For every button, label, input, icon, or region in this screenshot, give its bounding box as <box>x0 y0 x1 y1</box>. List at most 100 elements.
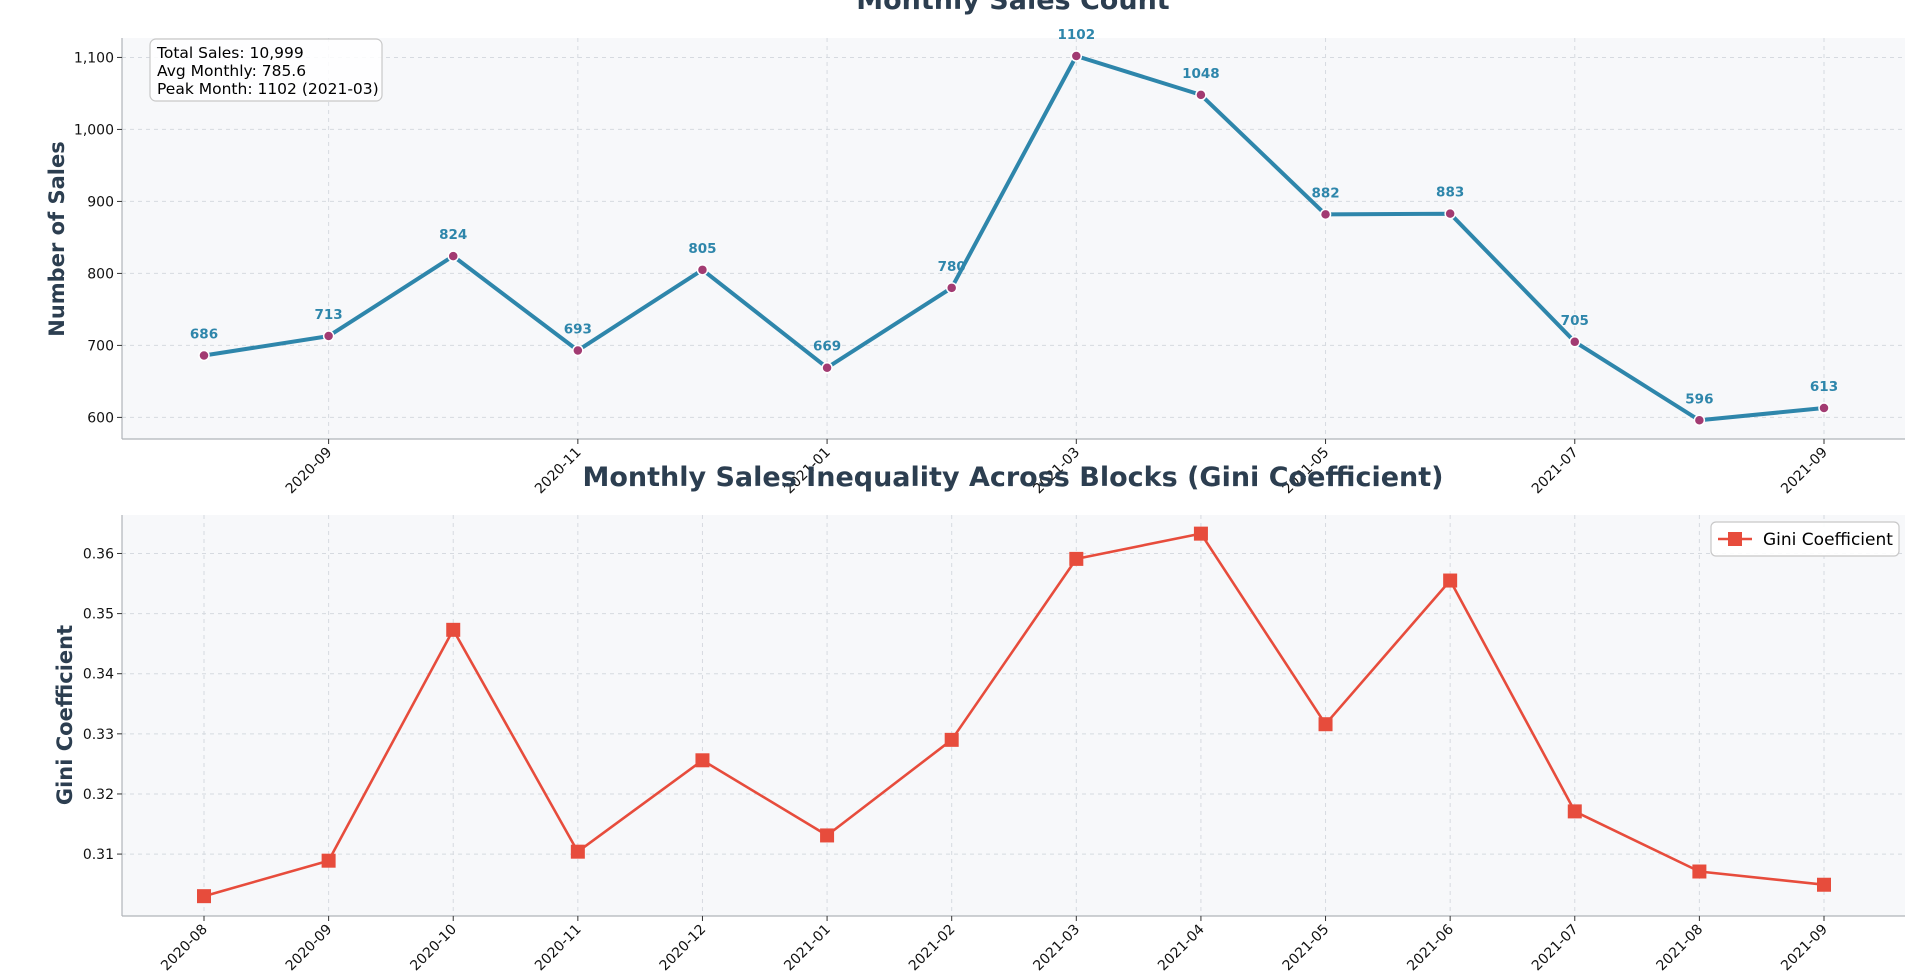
y-tick-label: 0.36 <box>83 546 114 562</box>
y-tick-label: 0.35 <box>83 607 114 623</box>
y-tick-label: 800 <box>87 266 114 282</box>
x-tick-label: 2020-09 <box>283 445 336 498</box>
sales-y-axis-title: Number of Sales <box>45 141 69 336</box>
gini-y-axis-title: Gini Coefficient <box>53 625 77 805</box>
sales-count-chart: 600 700 800 900 1,000 1,100 2020-09 2020-11 202… <box>45 0 1905 497</box>
y-tick-label: 700 <box>87 338 114 354</box>
data-point <box>1069 551 1084 566</box>
data-label: 686 <box>190 326 218 342</box>
data-point <box>1443 573 1458 588</box>
x-tick-label: 2021-09 <box>1778 445 1831 498</box>
sales-plot-area <box>122 38 1905 439</box>
data-point <box>198 349 210 362</box>
data-point <box>1444 207 1456 220</box>
data-label: 1048 <box>1182 66 1220 82</box>
gini-chart: 0.310.320.330.340.350.36 2020-08 2020-09 2… <box>53 462 1905 974</box>
data-label: 805 <box>688 241 716 257</box>
stats-peak-month: Peak Month: 1102 (2021-03) <box>157 80 379 98</box>
x-tick-label: 2021-07 <box>1529 445 1582 498</box>
x-tick-label: 2020-12 <box>657 922 710 975</box>
data-point <box>197 889 211 904</box>
sales-points <box>198 50 1830 427</box>
data-label: 713 <box>315 307 343 323</box>
sales-series-line <box>203 54 1825 423</box>
x-tick-label: 2021-03 <box>1030 922 1083 975</box>
y-tick-label: 1,000 <box>74 122 114 138</box>
gini-series-line <box>203 532 1825 898</box>
sales-chart-title: Monthly Sales Count <box>856 0 1170 16</box>
y-tick-label: 600 <box>87 410 114 426</box>
sales-y-ticks: 600 700 800 900 1,000 1,100 <box>74 50 122 426</box>
x-tick-label: 2021-01 <box>781 922 834 975</box>
data-point <box>321 853 336 868</box>
gini-legend: Gini Coefficient <box>1710 521 1900 557</box>
data-point <box>695 753 710 768</box>
stats-box: Total Sales: 10,999 Avg Monthly: 785.6 P… <box>149 38 383 102</box>
data-point <box>696 264 709 276</box>
y-tick-label: 0.34 <box>83 667 114 683</box>
data-point <box>1569 336 1581 348</box>
data-label: 613 <box>1810 379 1838 395</box>
stats-box-frame <box>149 38 383 102</box>
gini-points <box>197 526 1831 904</box>
data-point <box>1193 526 1208 541</box>
data-label: 883 <box>1436 185 1464 201</box>
data-point <box>820 828 835 843</box>
sales-grid <box>122 38 1905 439</box>
data-point <box>1818 402 1830 414</box>
gini-y-ticks: 0.31 0.32 0.33 0.34 0.35 0.36 <box>83 546 122 863</box>
x-tick-label: 2020-10 <box>407 922 460 975</box>
data-label: 705 <box>1561 313 1589 329</box>
data-label: 824 <box>439 227 467 243</box>
y-tick-label: 1,100 <box>74 50 114 66</box>
x-tick-label: 2021-05 <box>1280 922 1333 975</box>
data-point <box>447 250 459 262</box>
stats-total-sales: Total Sales: 10,999 <box>156 44 304 62</box>
x-tick-label: 2020-11 <box>532 922 585 975</box>
x-tick-label: 2021-04 <box>1155 921 1208 974</box>
y-tick-label: 0.31 <box>83 847 114 863</box>
stats-avg-monthly: Avg Monthly: 785.6 <box>157 62 306 80</box>
x-tick-label: 2020-09 <box>283 922 336 975</box>
legend-label: Gini Coefficient <box>1763 530 1893 550</box>
x-tick-label: 2021-02 <box>906 922 959 975</box>
gini-x-ticks: 2020-08 2020-09 2020-10 2020-11 2020-12 2021-… <box>158 916 1831 974</box>
data-label: 596 <box>1685 391 1713 407</box>
data-point <box>570 844 585 859</box>
legend-frame <box>1710 521 1900 557</box>
data-point <box>1693 414 1706 427</box>
gini-grid <box>122 515 1905 916</box>
data-point <box>1817 877 1831 892</box>
data-label: 669 <box>813 339 841 355</box>
data-point <box>1319 208 1332 221</box>
legend-square-marker <box>1728 532 1742 546</box>
data-point <box>944 732 959 747</box>
gini-plot-area <box>122 515 1905 916</box>
data-point <box>1567 804 1582 819</box>
data-point <box>446 622 461 637</box>
x-tick-label: 2021-07 <box>1529 922 1582 975</box>
x-tick-label: 2021-08 <box>1654 922 1707 975</box>
y-tick-label: 0.33 <box>83 727 114 743</box>
data-point <box>821 361 833 374</box>
data-point <box>322 330 335 342</box>
data-point <box>1692 864 1707 879</box>
data-point <box>945 282 958 294</box>
x-tick-label: 2021-09 <box>1778 922 1831 975</box>
data-point <box>572 344 584 357</box>
x-tick-label: 2021-06 <box>1404 921 1457 974</box>
sales-data-labels: 686 713 824 693 805 669 780 1102 1048 882 883 705 59… <box>190 27 1838 407</box>
data-point <box>1195 89 1207 101</box>
data-label: 882 <box>1311 185 1339 201</box>
gini-chart-title: Monthly Sales Inequality Across Blocks (… <box>582 462 1443 493</box>
x-tick-label: 2020-11 <box>532 445 585 498</box>
y-tick-label: 0.32 <box>83 787 114 803</box>
data-point <box>1318 717 1333 732</box>
y-tick-label: 900 <box>87 194 114 210</box>
x-tick-label: 2020-08 <box>158 922 211 975</box>
data-label: 780 <box>938 259 966 275</box>
data-point <box>1070 50 1083 62</box>
data-label: 693 <box>564 321 592 337</box>
data-label: 1102 <box>1058 27 1096 43</box>
